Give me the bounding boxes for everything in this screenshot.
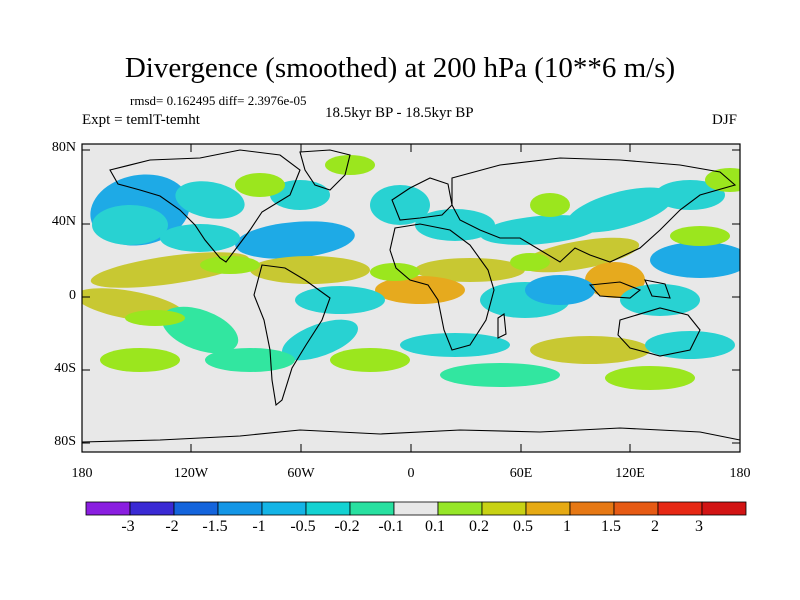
coastlines (82, 149, 740, 443)
coastline (588, 281, 642, 299)
coastline (299, 149, 351, 191)
x-tick-label: 60W (287, 466, 315, 481)
field-patch (645, 331, 735, 359)
field-patch (200, 256, 260, 274)
colorbar-swatch (701, 501, 747, 516)
x-tick-label: 180 (729, 466, 751, 481)
field-patch (400, 333, 510, 357)
y-tick-label: 0 (69, 288, 76, 303)
y-tick-label: 80N (51, 140, 76, 155)
x-tick-label: 0 (407, 466, 415, 481)
colorbar-swatch (525, 501, 571, 516)
field-patch (370, 263, 420, 281)
plot-title: Divergence (smoothed) at 200 hPa (10**6 … (124, 52, 676, 84)
period-label: 18.5kyr BP - 18.5kyr BP (325, 105, 474, 121)
x-tick-label: 60E (509, 466, 533, 481)
field-patch (530, 193, 570, 217)
field-patch (270, 180, 330, 210)
colorbar-swatch (657, 501, 703, 516)
field-patch (325, 155, 375, 175)
stats-text: rmsd= 0.162495 diff= 2.3976e-05 (130, 93, 307, 108)
colorbar-swatch (393, 501, 439, 516)
y-tick-label: 40N (51, 214, 76, 229)
colorbar-label: 1.5 (601, 518, 621, 535)
field-patch (282, 319, 358, 361)
colorbar-label: 0.2 (469, 518, 489, 535)
field-patch (525, 275, 595, 305)
colorbar-swatch (261, 501, 307, 516)
field-patch (330, 348, 410, 372)
coastline (82, 427, 740, 443)
field-patch (585, 262, 645, 298)
colorbar-label: -3 (121, 518, 135, 535)
y-tick-label: 80S (54, 434, 76, 449)
colorbar-label: -0.2 (334, 518, 360, 535)
field-patch (650, 242, 740, 278)
axis-ticks (81, 144, 741, 452)
colorbar-swatch (129, 501, 175, 516)
colorbar-label: -0.1 (378, 518, 404, 535)
colorbar-label: 1 (563, 518, 571, 535)
colorbar-swatch (305, 501, 351, 516)
season-label: DJF (712, 112, 738, 128)
x-tick-label: 180 (71, 466, 93, 481)
field-patch (250, 256, 370, 284)
coastline (109, 149, 301, 263)
field-patch (175, 181, 245, 219)
coastline (389, 223, 495, 351)
coastline (644, 279, 671, 299)
field-patch (160, 224, 240, 252)
colorbar-swatch (569, 501, 615, 516)
colorbar-label: -0.5 (290, 518, 316, 535)
colorbar-label: 3 (695, 518, 703, 535)
field-patch (620, 284, 700, 316)
field-patch (440, 363, 560, 387)
field-patch (510, 253, 550, 271)
field-patch (295, 286, 385, 314)
colorbar-label: -2 (165, 518, 179, 535)
divergence-field (82, 155, 740, 390)
field-patch (125, 310, 185, 326)
field-patch (670, 226, 730, 246)
colorbar-label: 0.5 (513, 518, 533, 535)
field-patch (415, 209, 495, 241)
colorbar-swatch (481, 501, 527, 516)
field-patch (605, 366, 695, 390)
field-patch (370, 185, 430, 225)
field-patch (235, 173, 285, 197)
x-tick-label: 120E (615, 466, 645, 481)
colorbar (85, 501, 747, 516)
colorbar-swatch (349, 501, 395, 516)
colorbar-swatch (173, 501, 219, 516)
experiment-label: Expt = temlT-temht (82, 112, 200, 128)
field-patch (375, 276, 465, 304)
field-patch (530, 336, 650, 364)
colorbar-label: 2 (651, 518, 659, 535)
coastline (451, 157, 737, 263)
field-patch (235, 221, 355, 259)
field-patch (520, 237, 640, 273)
y-tick-label: 40S (54, 361, 76, 376)
colorbar-swatch (437, 501, 483, 516)
x-tick-label: 120W (173, 466, 209, 481)
field-patch (415, 258, 525, 282)
field-patch (566, 187, 674, 233)
field-patch (100, 348, 180, 372)
colorbar-swatch (85, 501, 131, 516)
colorbar-label: -1.5 (202, 518, 228, 535)
field-patch (92, 205, 168, 245)
field-patch (655, 180, 725, 210)
coastline (253, 264, 331, 407)
colorbar-label: -1 (252, 518, 266, 535)
field-patch (205, 348, 295, 372)
colorbar-swatch (613, 501, 659, 516)
coastline (617, 307, 701, 357)
colorbar-swatch (217, 501, 263, 516)
coastline (497, 313, 507, 339)
colorbar-label: 0.1 (425, 518, 445, 535)
